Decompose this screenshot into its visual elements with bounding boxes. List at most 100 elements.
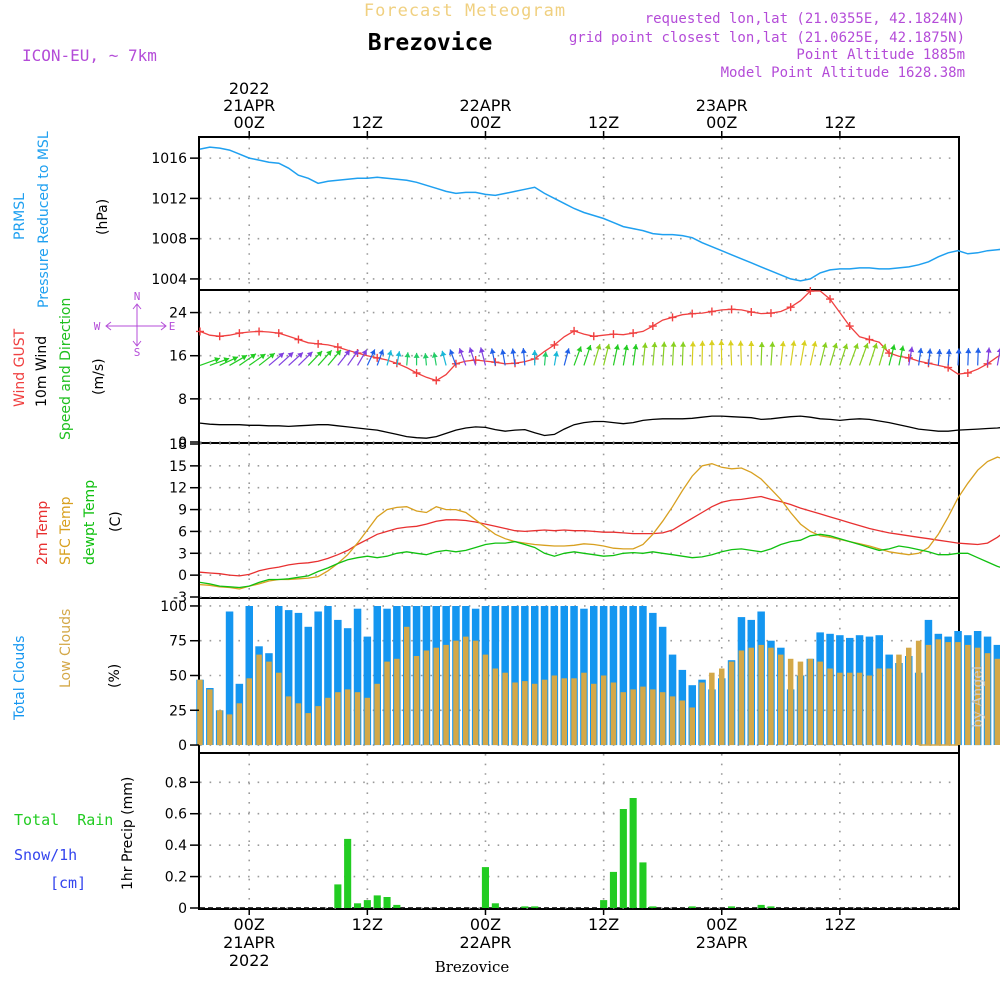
wind-arrow-head	[595, 344, 602, 350]
panel-labels: PRMSL Pressure Reduced to MSL (hPa) Wind…	[12, 131, 136, 890]
wind-arrow-head	[232, 356, 238, 362]
time-label-top: 00Z	[234, 113, 265, 132]
ytick-label-clouds: 25	[169, 703, 187, 719]
low-clouds-bar	[994, 658, 1000, 745]
low-clouds-bar	[295, 703, 302, 745]
wind-arrow-head	[576, 346, 583, 353]
ytick-label-temperature: 18	[169, 437, 187, 453]
rain-bar	[383, 897, 391, 908]
frame-pressure	[198, 136, 960, 291]
pressure-label-2: Pressure Reduced to MSL	[36, 131, 52, 308]
frame-temperature	[198, 442, 960, 599]
low-clouds-bar	[659, 692, 666, 746]
wind-arrow-head	[853, 343, 859, 350]
wind-arrow-head	[553, 351, 559, 357]
low-clouds-bar	[719, 668, 725, 745]
time-label-bottom: 12Z	[352, 915, 383, 934]
rain-bar	[334, 884, 342, 908]
snow-unit-legend: [cm]	[50, 874, 86, 892]
low-clouds-bar	[581, 672, 587, 745]
low-clouds-bar	[965, 644, 971, 745]
total-clouds-bar	[570, 606, 578, 746]
wind-arrow-head	[361, 349, 367, 356]
wind-arrow-head	[832, 342, 838, 349]
ytick-label-precipitation: 0.6	[165, 807, 187, 823]
wind-arrow-head	[520, 348, 527, 354]
low-clouds-bar	[610, 682, 617, 746]
ytick-label-wind: 16	[169, 349, 187, 365]
dewpt-line	[199, 533, 1000, 589]
wind-arrow-head	[908, 346, 915, 353]
time-label-top: 2022	[229, 79, 270, 98]
low-clouds-bar	[472, 640, 479, 745]
low-clouds-bar	[807, 658, 814, 745]
gust-marker	[786, 303, 795, 312]
ytick-label-wind: 8	[178, 392, 187, 408]
wind-arrow-head	[316, 351, 323, 357]
low-clouds-bar	[974, 647, 981, 746]
time-label-bottom: 2022	[229, 951, 270, 970]
ytick-label-clouds: 50	[169, 669, 187, 685]
ytick-label-clouds: 0	[178, 738, 187, 754]
low-clouds-bar	[817, 661, 823, 746]
low-clouds-bar	[906, 647, 912, 746]
ytick-label-precipitation: 0	[178, 901, 187, 917]
low-clouds-bar	[285, 696, 292, 746]
wind-arrow-head	[458, 348, 465, 354]
total-clouds-bar	[334, 619, 342, 746]
wind-arrow-head	[250, 353, 256, 360]
wind-arrow-head	[214, 357, 220, 363]
watermark: by Angel	[970, 665, 986, 728]
low-clouds-label: Low Clouds	[58, 609, 74, 688]
low-clouds-bar	[492, 668, 499, 745]
low-clouds-bar	[453, 640, 459, 745]
gust-marker	[215, 332, 224, 341]
wind-arrow-head	[386, 350, 393, 356]
wind-arrow-head	[422, 353, 429, 359]
wind-arrow-head	[863, 343, 869, 349]
wind-arrow-head	[946, 349, 952, 355]
time-label-top: 12Z	[588, 113, 619, 132]
total-clouds-bar	[245, 606, 253, 746]
rain-bar	[639, 862, 647, 908]
grid-layer	[200, 138, 958, 909]
time-label-bottom: 00Z	[234, 915, 265, 934]
wind-arrow-head	[223, 357, 230, 363]
low-clouds-bar	[925, 644, 932, 745]
total-clouds-bar	[531, 606, 539, 746]
low-clouds-bar	[699, 682, 705, 746]
clouds-unit: (%)	[107, 664, 123, 688]
gust-marker	[235, 329, 244, 338]
wind-unit: (m/s)	[91, 358, 107, 395]
wind-arrow-head	[748, 341, 755, 346]
time-label-top: 00Z	[470, 113, 501, 132]
low-clouds-bar	[433, 647, 439, 746]
wind-arrow-head	[890, 344, 896, 351]
total-clouds-bar	[609, 606, 618, 746]
wind-arrow-head	[370, 349, 376, 356]
rain-bar	[344, 838, 352, 908]
rain-bar	[393, 904, 401, 908]
wind-arrow-head	[842, 343, 849, 350]
low-clouds-bar	[413, 656, 420, 745]
low-clouds-bar	[463, 636, 469, 746]
ytick-label-precipitation: 0.8	[165, 775, 187, 791]
temp-unit: (C)	[108, 511, 124, 532]
axis-layer: 1004100810121016081624-30369121518025507…	[151, 79, 855, 970]
rain-bar	[600, 900, 608, 908]
wind-arrow-head	[542, 351, 549, 357]
total-clouds-bar	[511, 606, 519, 746]
wind-arrow-head	[881, 343, 887, 350]
wind-arrow-head	[413, 352, 420, 358]
wind-arrow-head	[500, 349, 507, 355]
wind-arrow-head	[641, 342, 648, 348]
low-clouds-bar	[620, 692, 626, 746]
low-clouds-bar	[443, 644, 449, 745]
gust-marker	[255, 327, 264, 336]
wind-arrow-head	[395, 351, 402, 357]
low-clouds-bar	[344, 689, 351, 745]
wind-arrow-head	[269, 353, 275, 359]
ytick-label-wind: 24	[169, 306, 187, 322]
rain-bar	[481, 867, 489, 908]
wind-arrow-head	[378, 349, 385, 356]
